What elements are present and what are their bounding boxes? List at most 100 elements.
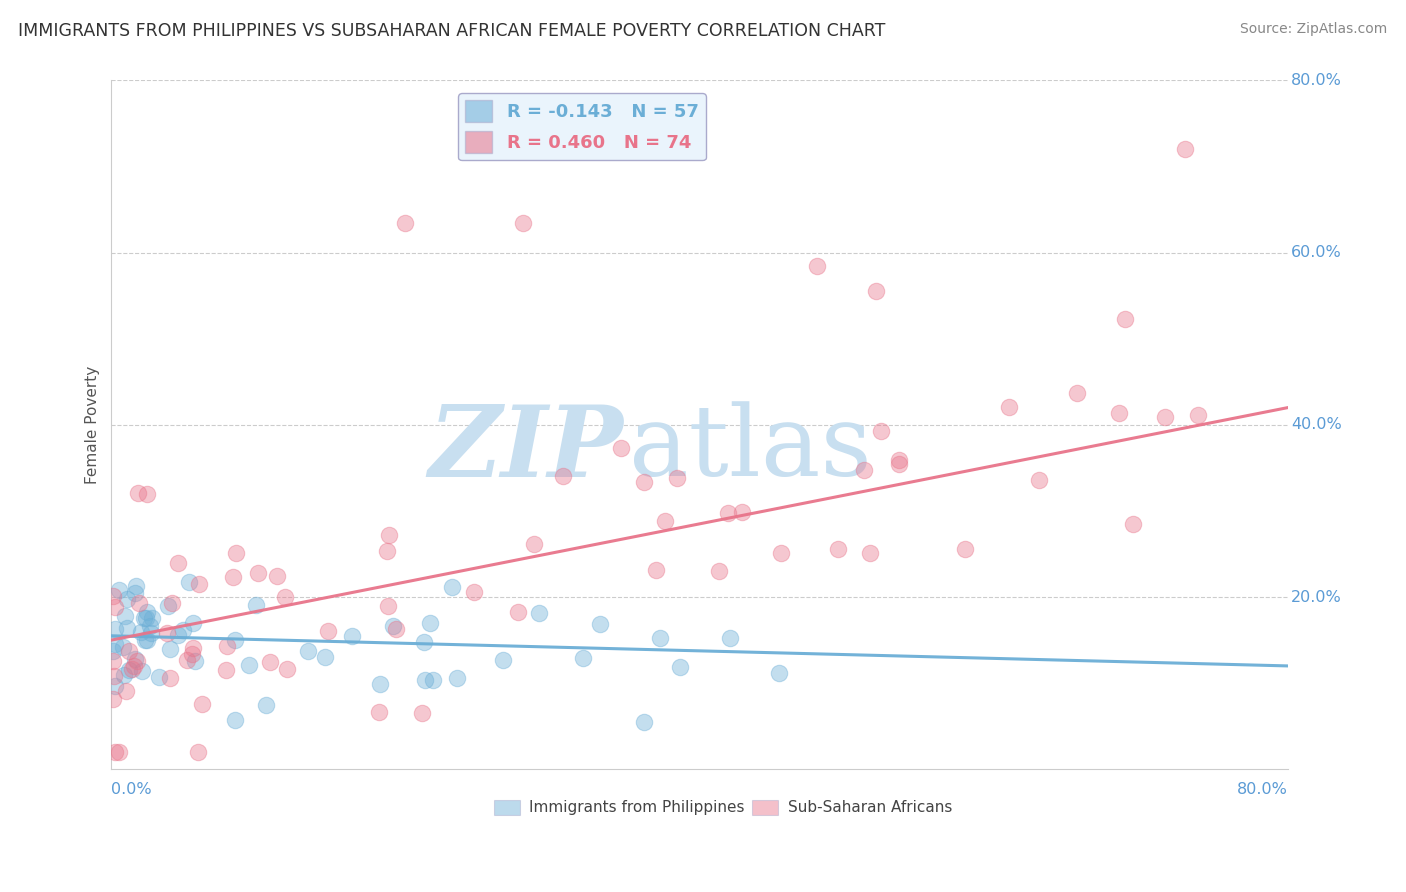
Point xyxy=(654,514,676,528)
Point xyxy=(176,653,198,667)
Text: atlas: atlas xyxy=(628,401,872,497)
Point xyxy=(665,471,688,485)
Point xyxy=(276,662,298,676)
Point xyxy=(157,599,180,613)
Point xyxy=(141,611,163,625)
Point xyxy=(368,706,391,720)
Point xyxy=(222,570,245,584)
Point xyxy=(104,623,127,637)
Text: Source: ZipAtlas.com: Source: ZipAtlas.com xyxy=(1240,22,1388,37)
Point xyxy=(1154,410,1177,425)
Point xyxy=(527,606,550,620)
Point xyxy=(887,458,910,472)
Point xyxy=(225,546,247,560)
Point xyxy=(422,673,444,687)
Point xyxy=(412,635,434,649)
Point xyxy=(101,655,124,669)
Point xyxy=(118,644,141,658)
FancyBboxPatch shape xyxy=(494,799,520,814)
Point xyxy=(769,546,792,560)
Point xyxy=(441,580,464,594)
Point xyxy=(124,651,146,665)
Point xyxy=(238,658,260,673)
Point xyxy=(112,668,135,682)
Point xyxy=(381,619,404,633)
Point xyxy=(103,669,125,683)
Point xyxy=(609,441,631,455)
Text: 60.0%: 60.0% xyxy=(1291,245,1341,260)
Text: Immigrants from Philippines: Immigrants from Philippines xyxy=(529,799,744,814)
Point xyxy=(148,670,170,684)
Point xyxy=(167,557,190,571)
Point xyxy=(179,575,201,590)
Point xyxy=(115,683,138,698)
Point xyxy=(181,647,204,661)
Point xyxy=(117,592,139,607)
Point xyxy=(768,666,790,681)
Point xyxy=(709,565,731,579)
Point xyxy=(316,624,339,639)
Point xyxy=(181,616,204,631)
Point xyxy=(266,569,288,583)
Point xyxy=(669,660,692,674)
Point xyxy=(141,625,163,640)
Point xyxy=(633,475,655,489)
Point xyxy=(159,671,181,685)
Point xyxy=(114,608,136,623)
Point xyxy=(717,506,740,520)
Point xyxy=(254,698,277,712)
Text: Sub-Saharan Africans: Sub-Saharan Africans xyxy=(787,799,952,814)
Text: 0.0%: 0.0% xyxy=(111,781,152,797)
Point xyxy=(136,632,159,647)
Point xyxy=(187,745,209,759)
Point xyxy=(887,453,910,467)
Point xyxy=(827,542,849,557)
Point xyxy=(492,653,515,667)
FancyBboxPatch shape xyxy=(752,799,779,814)
Point xyxy=(131,665,153,679)
Point xyxy=(136,606,159,620)
Point xyxy=(385,622,408,636)
Text: ZIP: ZIP xyxy=(427,401,623,497)
Point xyxy=(297,644,319,658)
Point xyxy=(129,624,152,639)
Point xyxy=(115,621,138,635)
Point xyxy=(953,541,976,556)
Point xyxy=(127,486,149,500)
Point xyxy=(633,714,655,729)
Point xyxy=(215,639,238,653)
Point xyxy=(718,631,741,645)
Point xyxy=(159,642,181,657)
Point xyxy=(215,663,238,677)
Point xyxy=(247,566,270,581)
Text: IMMIGRANTS FROM PHILIPPINES VS SUBSAHARAN AFRICAN FEMALE POVERTY CORRELATION CHA: IMMIGRANTS FROM PHILIPPINES VS SUBSAHARA… xyxy=(18,22,886,40)
Point xyxy=(122,658,145,673)
Point xyxy=(124,586,146,600)
Point xyxy=(121,662,143,676)
Point xyxy=(419,615,441,630)
Point xyxy=(118,663,141,677)
Point xyxy=(1122,517,1144,532)
Point xyxy=(375,544,398,558)
Point xyxy=(104,745,127,759)
Point xyxy=(104,600,127,615)
Point xyxy=(136,487,159,501)
Point xyxy=(104,679,127,693)
Point xyxy=(160,596,183,610)
Point xyxy=(572,651,595,665)
Point xyxy=(551,468,574,483)
Point xyxy=(869,424,891,438)
Point xyxy=(112,640,135,655)
Point xyxy=(125,579,148,593)
Text: 80.0%: 80.0% xyxy=(1291,73,1343,88)
Text: 80.0%: 80.0% xyxy=(1237,781,1288,797)
Point xyxy=(342,629,364,643)
Point xyxy=(128,596,150,610)
Y-axis label: Female Poverty: Female Poverty xyxy=(86,366,100,484)
Point xyxy=(413,673,436,688)
Point xyxy=(446,671,468,685)
Point xyxy=(224,633,246,648)
Text: 40.0%: 40.0% xyxy=(1291,417,1341,433)
Point xyxy=(188,577,211,591)
Point xyxy=(865,285,887,299)
